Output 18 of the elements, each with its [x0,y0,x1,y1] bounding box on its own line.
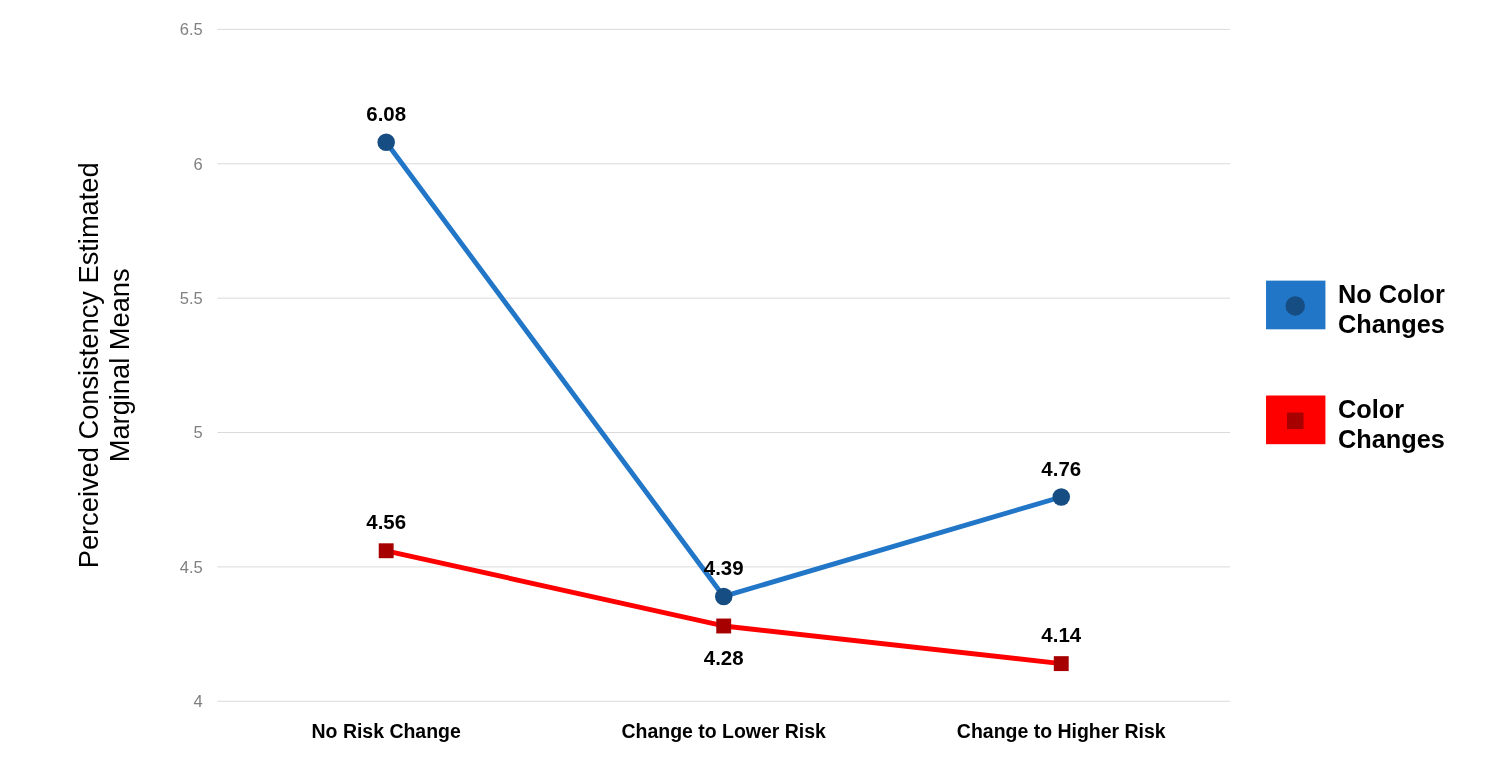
y-tick-label: 4 [193,692,203,712]
data-label: 6.08 [366,101,407,125]
y-tick-label: 6 [193,154,203,174]
y-tick-label: 6.5 [179,20,203,40]
legend-label: No Color Changes [1338,280,1446,339]
y-tick-label: 4.5 [179,557,203,577]
y-axis-title: Perceived Consistency Estimated Marginal Means [72,162,136,569]
data-label: 4.56 [366,510,407,534]
x-tick-label: Change to Higher Risk [956,720,1166,743]
x-tick-label: No Risk Change [311,720,461,743]
y-tick-label: 5.5 [179,288,203,308]
legend-label: Color Changes [1338,395,1445,454]
data-label: 4.39 [703,556,744,580]
x-tick-label: Change to Lower Risk [621,720,827,743]
data-label: 4.76 [1041,456,1082,480]
y-tick-label: 5 [193,423,203,443]
data-label: 4.14 [1041,623,1082,647]
data-label: 4.28 [703,645,744,669]
